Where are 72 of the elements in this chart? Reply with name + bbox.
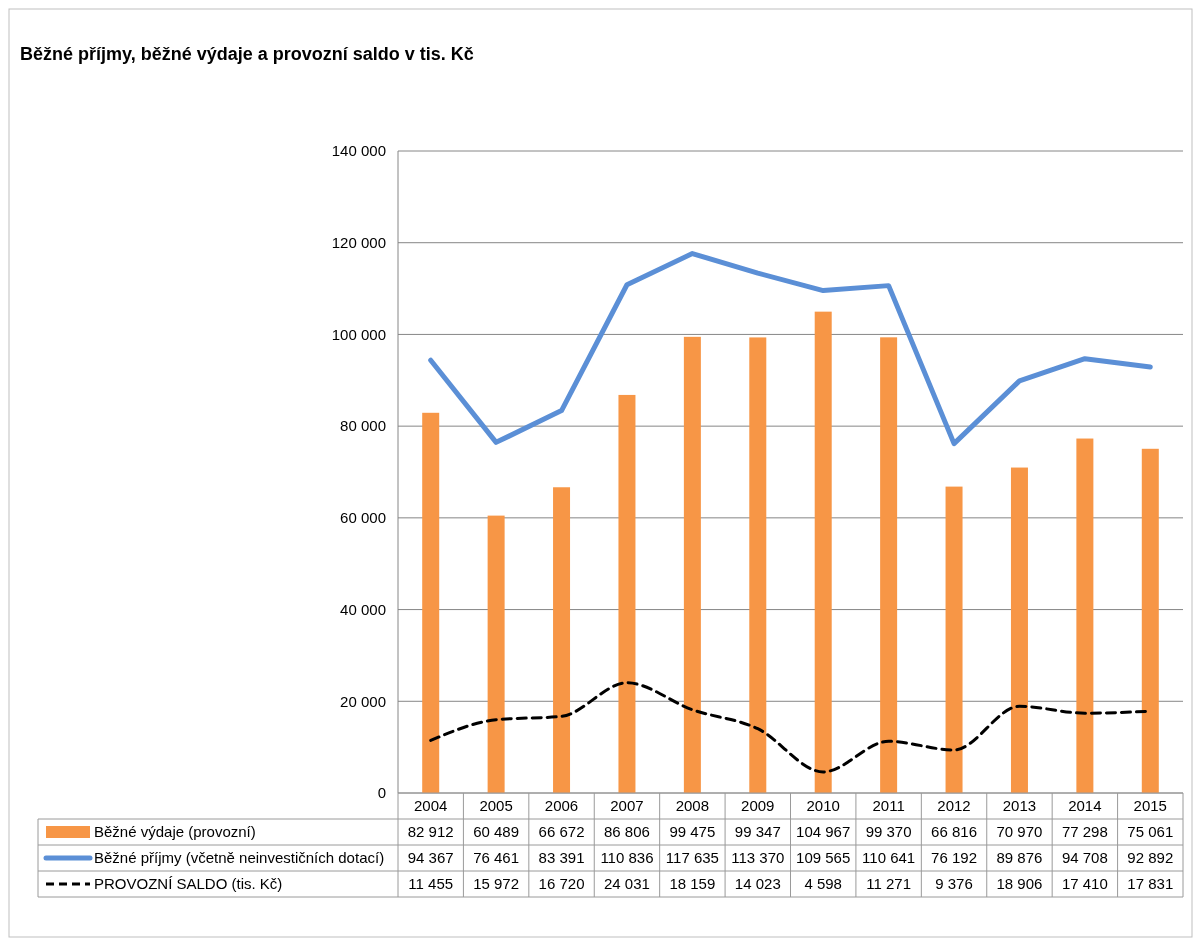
x-tick-label: 2007 [610,797,644,815]
data-label: 15 972 [473,875,520,893]
bar [683,336,701,793]
bar [945,486,963,793]
data-label: 104 967 [796,823,851,841]
y-tick-label: 0 [377,784,386,802]
bar [1141,448,1159,793]
data-label: 82 912 [407,823,454,841]
x-tick-label: 2008 [675,797,710,815]
y-tick-label: 60 000 [340,509,386,527]
x-tick-label: 2004 [414,797,448,815]
data-label: 18 906 [996,875,1043,893]
bar [749,337,767,793]
x-tick-label: 2015 [1133,797,1167,815]
x-tick-label: 2010 [806,797,840,815]
data-label: 66 816 [931,823,977,841]
data-label: 16 720 [538,875,585,893]
bar [422,412,440,793]
bar [487,515,505,793]
legend-label: PROVOZNÍ SALDO (tis. Kč) [94,875,283,893]
y-tick-label: 120 000 [331,233,386,251]
text: Běžné příjmy, běžné výdaje a provozní saldo v tis. Kč [20,44,474,64]
x-tick-label: 2006 [544,797,579,815]
data-label: 17 410 [1061,875,1108,893]
data-label: 76 461 [473,849,520,867]
data-label: 70 970 [996,823,1043,841]
y-tick-label: 140 000 [331,142,386,160]
data-label: 66 672 [538,823,585,841]
x-tick-label: 2012 [937,797,971,815]
bar [814,311,832,793]
bar [1076,438,1094,793]
data-label: 60 489 [473,823,520,841]
data-label: 113 370 [731,849,785,867]
y-tick-label: 20 000 [340,692,386,710]
data-label: 11 455 [408,875,454,893]
x-tick-label: 2013 [1002,797,1037,815]
data-label: 99 370 [865,823,912,841]
data-label: 110 641 [862,849,916,867]
data-label: 9 376 [935,875,973,893]
x-tick-label: 2005 [479,797,513,815]
x-tick-label: 2009 [741,797,775,815]
data-label: 24 031 [604,875,650,893]
data-label: 94 367 [407,849,454,867]
data-label: 83 391 [538,849,585,867]
data-label: 109 565 [796,849,851,867]
x-tick-label: 2011 [872,797,905,815]
data-label: 75 061 [1127,823,1174,841]
data-label: 110 836 [600,849,654,867]
y-tick-label: 80 000 [340,417,386,435]
legend-label: Běžné příjmy (včetně neinvestičních dotací) [94,849,385,867]
data-label: 77 298 [1061,823,1108,841]
data-label: 92 892 [1127,849,1174,867]
data-label: 14 023 [734,875,781,893]
data-label: 94 708 [1061,849,1108,867]
data-label: 18 159 [669,875,716,893]
data-label: 89 876 [996,849,1043,867]
y-tick-label: 100 000 [331,325,386,343]
bar [618,394,636,793]
bar [880,337,898,793]
data-label: 76 192 [931,849,977,867]
bar [553,487,571,793]
data-label: 11 271 [866,875,912,893]
y-tick-label: 40 000 [340,600,386,618]
data-label: 86 806 [604,823,650,841]
bar [1010,467,1028,793]
data-label: 17 831 [1127,875,1174,893]
data-label: 99 475 [669,823,716,841]
data-label: 4 598 [804,875,842,893]
legend-label: Běžné výdaje (provozní) [94,823,256,841]
data-label: 99 347 [734,823,781,841]
x-tick-label: 2014 [1068,797,1102,815]
data-label: 117 635 [665,849,719,867]
